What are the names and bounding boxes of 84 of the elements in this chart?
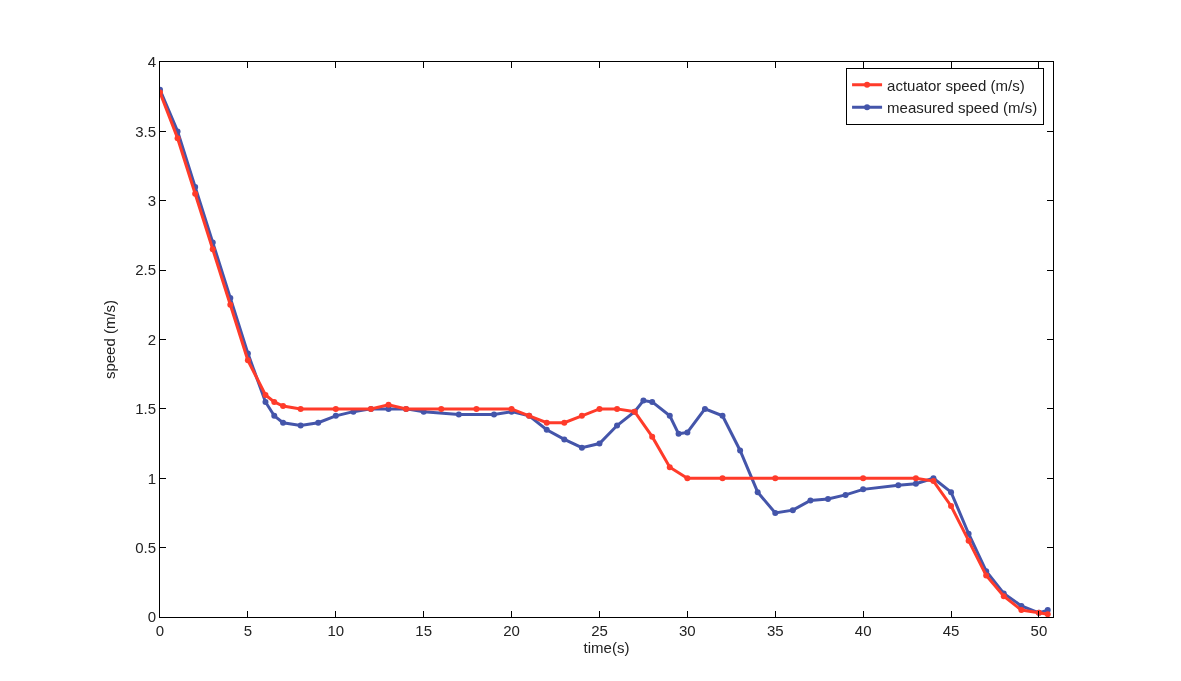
- point: [543, 426, 550, 433]
- point: [271, 398, 278, 405]
- point: [948, 503, 955, 509]
- point: [1044, 611, 1051, 617]
- y-tick-label: 3: [147, 192, 156, 209]
- point: [640, 397, 647, 404]
- y-tick-label: 2: [147, 330, 156, 348]
- point: [807, 497, 814, 504]
- point: [789, 507, 796, 514]
- point: [824, 496, 831, 503]
- legend-label: actuator speed (m/s): [887, 76, 1025, 94]
- point: [192, 190, 199, 197]
- point: [666, 412, 673, 419]
- y-axis-title: speed (m/s): [101, 299, 119, 380]
- point: [280, 403, 287, 410]
- point: [262, 392, 269, 398]
- y-tick-label: 0: [147, 608, 156, 626]
- point: [772, 475, 779, 482]
- x-tick-label: 35: [766, 622, 784, 639]
- point: [649, 398, 656, 405]
- point: [772, 509, 779, 516]
- point: [332, 412, 339, 419]
- point: [280, 419, 287, 426]
- legend-label: measured speed (m/s): [887, 99, 1038, 117]
- x-tick-label: 20: [503, 622, 520, 639]
- point: [684, 429, 691, 436]
- y-tick-label: 1.5: [135, 400, 156, 418]
- point: [719, 412, 726, 419]
- point: [385, 401, 392, 408]
- point: [666, 464, 673, 471]
- x-tick-label: 45: [942, 622, 960, 639]
- point: [578, 444, 585, 451]
- y-tick-label: 0.5: [135, 538, 156, 556]
- point: [455, 411, 462, 418]
- point: [754, 489, 761, 496]
- point: [561, 436, 568, 443]
- x-tick-label: 5: [243, 622, 253, 639]
- x-tick-label: 15: [415, 622, 433, 639]
- point: [561, 419, 568, 426]
- x-tick-label: 10: [327, 622, 345, 639]
- point: [543, 419, 550, 426]
- point: [948, 489, 955, 496]
- point: [297, 405, 304, 412]
- point: [491, 411, 497, 418]
- point: [315, 419, 322, 426]
- point: [614, 422, 621, 429]
- y-tick-label: 3.5: [135, 122, 156, 140]
- point: [614, 405, 621, 412]
- point: [578, 412, 585, 419]
- point: [473, 405, 480, 412]
- point: [983, 572, 990, 579]
- point: [701, 405, 708, 412]
- point: [438, 405, 445, 412]
- point: [912, 480, 919, 487]
- point: [262, 398, 269, 405]
- x-tick-label: 30: [679, 622, 696, 639]
- point: [271, 412, 278, 419]
- point: [684, 475, 691, 482]
- point: [842, 491, 849, 498]
- point: [965, 537, 972, 544]
- x-tick-label: 25: [591, 622, 608, 639]
- point: [649, 433, 656, 440]
- point: [719, 475, 726, 482]
- point: [737, 447, 744, 454]
- x-tick-label: 40: [854, 622, 872, 639]
- point: [912, 475, 919, 482]
- point: [596, 405, 603, 412]
- y-tick-label: 4: [147, 53, 156, 71]
- point: [209, 246, 216, 253]
- x-axis-title: time(s): [583, 639, 630, 656]
- point: [1018, 607, 1025, 614]
- y-tick-label: 2.5: [135, 261, 156, 279]
- point: [596, 440, 603, 447]
- point: [860, 486, 867, 493]
- point: [174, 135, 181, 142]
- point: [860, 475, 867, 482]
- point: [227, 301, 234, 308]
- point: [675, 430, 682, 437]
- point: [332, 405, 339, 412]
- point: [244, 357, 251, 364]
- point: [297, 422, 304, 429]
- x-tick-label: 50: [1030, 622, 1048, 639]
- point: [895, 482, 902, 489]
- y-tick-label: 1: [147, 469, 156, 487]
